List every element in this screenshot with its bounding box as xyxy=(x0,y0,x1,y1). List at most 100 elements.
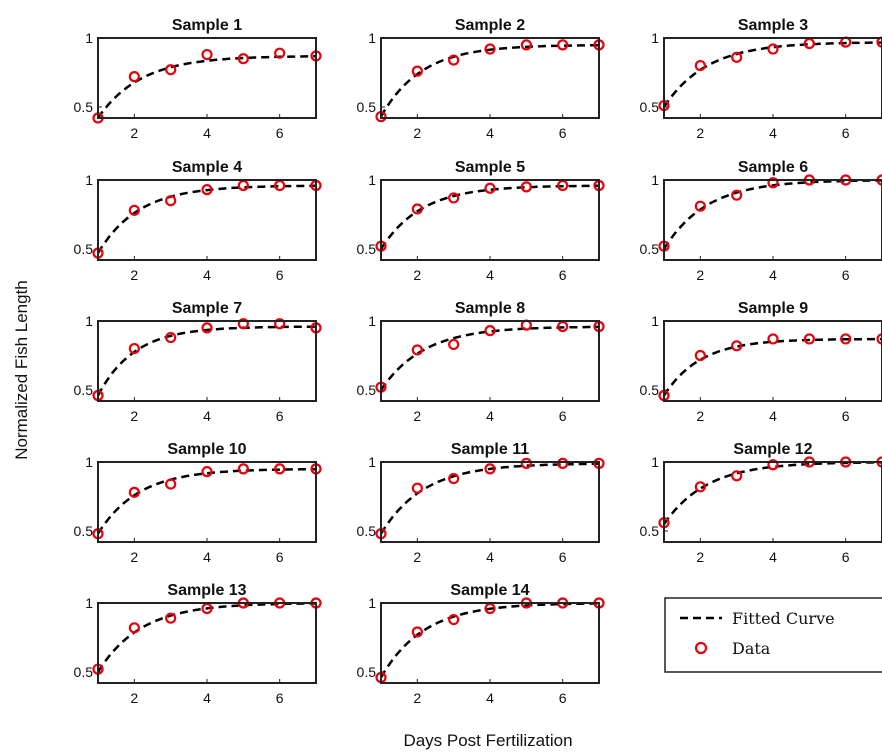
data-point xyxy=(557,179,569,192)
x-tick-label: 4 xyxy=(486,408,494,424)
y-tick-label: 0.5 xyxy=(640,241,660,257)
data-point xyxy=(694,481,706,493)
subplot-title: Sample 4 xyxy=(172,159,242,176)
x-tick-label: 6 xyxy=(276,125,284,141)
axes-box xyxy=(380,461,600,543)
subplot-2: Sample 2 2 4 6 0.5 1 xyxy=(357,17,605,141)
axes-box xyxy=(97,320,317,402)
subplot-title: Sample 10 xyxy=(167,441,246,458)
data-point xyxy=(484,182,496,194)
fitted-curve xyxy=(379,43,600,118)
y-tick-label: 0.5 xyxy=(74,241,94,257)
x-tick-label: 6 xyxy=(842,125,850,141)
y-tick-label: 1 xyxy=(368,30,376,46)
data-point xyxy=(128,204,140,216)
data-point xyxy=(201,184,213,196)
data-point xyxy=(731,51,743,63)
data-point xyxy=(731,470,743,482)
x-tick-label: 4 xyxy=(769,549,777,565)
axes-box xyxy=(97,602,317,684)
data-point xyxy=(694,349,706,362)
axes-box xyxy=(380,37,600,119)
y-tick-label: 0.5 xyxy=(640,382,660,398)
subplot-12: Sample 12 2 4 6 0.5 1 xyxy=(640,441,882,565)
subplot-title: Sample 1 xyxy=(172,17,242,34)
data-point xyxy=(694,59,706,72)
x-tick-label: 6 xyxy=(842,549,850,565)
axes-box xyxy=(663,461,882,543)
y-tick-label: 0.5 xyxy=(74,664,94,680)
x-tick-label: 6 xyxy=(559,690,567,706)
x-tick-label: 6 xyxy=(559,549,567,565)
data-point xyxy=(411,203,423,215)
y-tick-label: 0.5 xyxy=(640,523,660,539)
x-tick-label: 2 xyxy=(413,125,421,141)
x-tick-label: 6 xyxy=(559,408,567,424)
y-tick-label: 1 xyxy=(651,30,659,46)
data-point xyxy=(484,43,496,55)
x-tick-label: 4 xyxy=(769,408,777,424)
y-tick-label: 1 xyxy=(85,172,93,188)
x-tick-label: 2 xyxy=(696,549,704,565)
data-point xyxy=(484,325,496,337)
subplot-title: Sample 9 xyxy=(738,300,808,317)
data-point xyxy=(128,342,140,355)
fitted-curve xyxy=(96,55,316,119)
fitted-curve xyxy=(662,41,882,108)
data-point xyxy=(767,177,779,189)
data-point xyxy=(448,472,460,485)
axes-box xyxy=(380,179,600,261)
fitted-curve xyxy=(662,461,882,525)
data-point xyxy=(448,192,460,204)
data-point xyxy=(411,482,423,494)
legend-box xyxy=(664,597,882,673)
data-point xyxy=(201,602,213,615)
data-point xyxy=(803,333,815,345)
axes-box xyxy=(663,37,882,119)
y-tick-label: 1 xyxy=(368,454,376,470)
y-tick-label: 0.5 xyxy=(357,382,377,398)
x-tick-label: 4 xyxy=(486,690,494,706)
data-point xyxy=(694,200,706,212)
axes-box xyxy=(97,37,317,119)
fitted-curve xyxy=(662,179,882,250)
fitted-curve xyxy=(96,184,317,254)
y-tick-label: 0.5 xyxy=(74,523,94,539)
data-point xyxy=(201,466,213,478)
data-point xyxy=(876,333,882,345)
y-tick-label: 0.5 xyxy=(357,664,377,680)
x-tick-label: 4 xyxy=(203,408,211,424)
data-point xyxy=(165,478,177,490)
data-point xyxy=(201,48,213,61)
x-tick-label: 4 xyxy=(486,549,494,565)
data-point xyxy=(165,64,177,76)
x-tick-label: 2 xyxy=(130,408,138,424)
subplot-title: Sample 13 xyxy=(167,582,246,599)
x-tick-label: 6 xyxy=(559,125,567,141)
subplot-11: Sample 11 2 4 6 0.5 1 xyxy=(357,441,605,565)
data-point xyxy=(237,179,249,192)
data-point xyxy=(876,36,882,48)
y-tick-label: 1 xyxy=(85,313,93,329)
data-point xyxy=(165,612,177,624)
fitted-curve xyxy=(379,602,599,679)
legend-label-data: Data xyxy=(732,639,771,658)
x-tick-label: 6 xyxy=(842,267,850,283)
y-tick-label: 1 xyxy=(368,172,376,188)
data-point xyxy=(448,54,460,66)
data-point xyxy=(201,322,213,334)
axes-box xyxy=(380,320,600,402)
x-tick-label: 2 xyxy=(413,690,421,706)
data-point xyxy=(767,333,779,345)
subplot-13: Sample 13 2 4 6 0.5 1 xyxy=(74,582,322,706)
subplot-7: Sample 7 2 4 6 0.5 1 xyxy=(74,300,322,424)
data-point xyxy=(274,179,286,192)
subplot-title: Sample 2 xyxy=(455,17,525,34)
data-point xyxy=(484,602,496,615)
subplot-title: Sample 8 xyxy=(455,300,525,317)
data-point xyxy=(128,622,140,634)
x-tick-label: 2 xyxy=(413,408,421,424)
y-tick-label: 1 xyxy=(85,454,93,470)
x-tick-label: 2 xyxy=(130,125,138,141)
x-tick-label: 2 xyxy=(413,549,421,565)
